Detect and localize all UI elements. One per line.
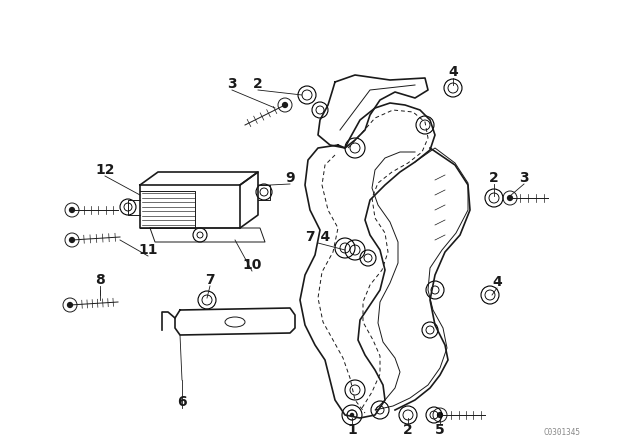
Text: C0301345: C0301345 <box>543 428 580 437</box>
Text: 6: 6 <box>177 395 187 409</box>
Circle shape <box>282 102 288 108</box>
Text: 7: 7 <box>205 273 215 287</box>
Text: 2: 2 <box>489 171 499 185</box>
Text: 2: 2 <box>253 77 263 91</box>
Circle shape <box>507 195 513 201</box>
Text: 1: 1 <box>347 423 357 437</box>
Text: 3: 3 <box>227 77 237 91</box>
Text: 8: 8 <box>95 273 105 287</box>
Text: 9: 9 <box>285 171 295 185</box>
Circle shape <box>437 412 443 418</box>
Text: 11: 11 <box>138 243 157 257</box>
Circle shape <box>67 302 73 308</box>
Circle shape <box>349 413 355 417</box>
Text: 4: 4 <box>448 65 458 79</box>
Text: 12: 12 <box>95 163 115 177</box>
Text: 7 4: 7 4 <box>306 230 330 244</box>
Text: 10: 10 <box>243 258 262 272</box>
Text: 5: 5 <box>435 423 445 437</box>
Circle shape <box>69 237 75 243</box>
Text: 3: 3 <box>519 171 529 185</box>
Text: 2: 2 <box>403 423 413 437</box>
Circle shape <box>69 207 75 213</box>
Text: 4: 4 <box>492 275 502 289</box>
